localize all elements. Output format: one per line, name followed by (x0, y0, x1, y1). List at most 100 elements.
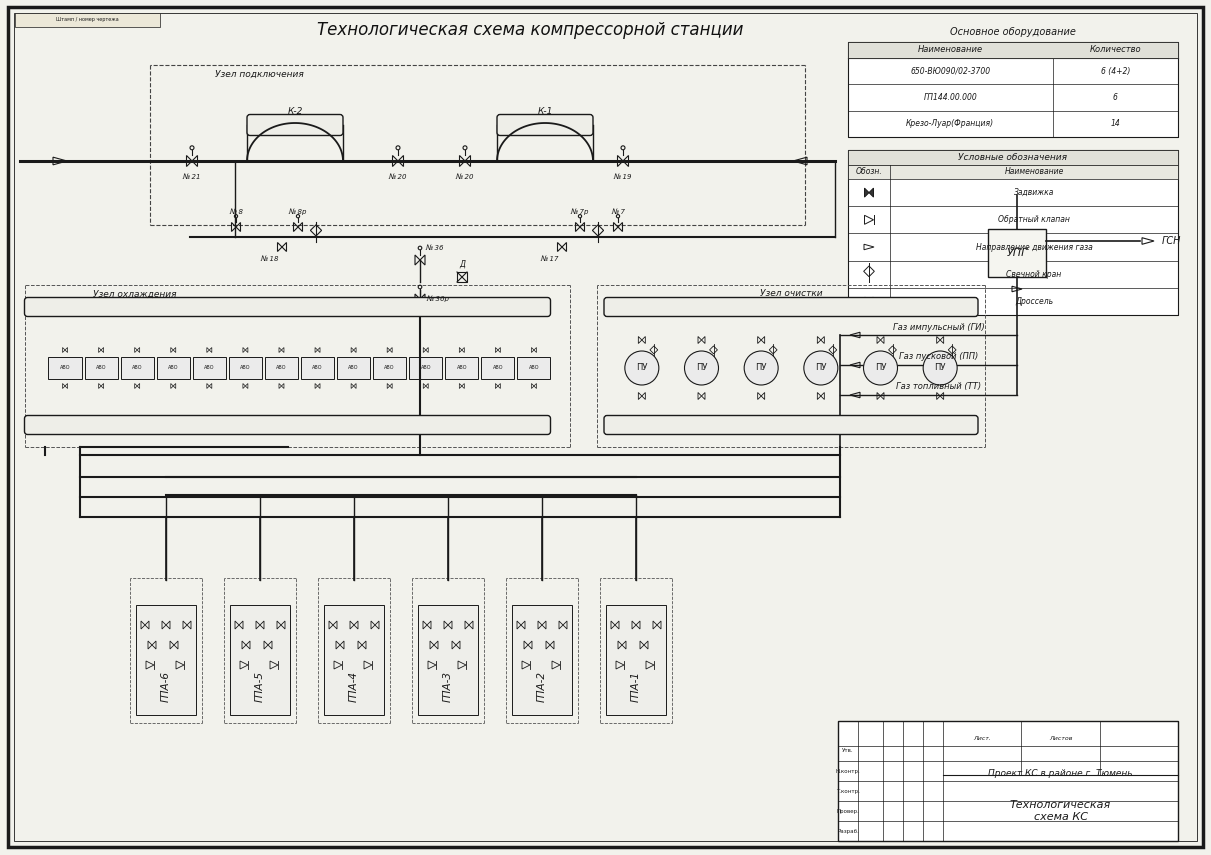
Text: Д: Д (459, 260, 465, 268)
Text: 6 (4+2): 6 (4+2) (1101, 67, 1130, 75)
Text: АВО: АВО (59, 365, 70, 370)
Text: 14: 14 (1110, 120, 1120, 128)
Bar (265, 357, 298, 379)
Text: Утв.: Утв. (842, 748, 854, 753)
Text: Узел очистки: Узел очистки (759, 290, 822, 298)
Text: Штамп / номер чертежа: Штамп / номер чертежа (56, 17, 119, 22)
Bar (848, 150, 1178, 315)
Text: № 7: № 7 (612, 209, 625, 215)
Bar (606, 605, 666, 715)
Text: ГПА-5: ГПА-5 (256, 671, 265, 703)
Text: ГСН: ГСН (1163, 236, 1182, 246)
Text: АВО: АВО (96, 365, 107, 370)
Text: Наименование: Наименование (918, 45, 983, 55)
Bar (85, 357, 117, 379)
Text: Технологическая
схема КС: Технологическая схема КС (1010, 800, 1112, 822)
Text: АВО: АВО (529, 365, 539, 370)
Text: Листов: Листов (1049, 736, 1072, 741)
Text: № 36р: № 36р (426, 296, 449, 303)
Bar (409, 357, 442, 379)
Bar (517, 357, 551, 379)
Text: АВО: АВО (384, 365, 395, 370)
FancyBboxPatch shape (497, 115, 593, 135)
Text: Количество: Количество (1090, 45, 1141, 55)
Circle shape (625, 351, 659, 385)
FancyBboxPatch shape (24, 298, 551, 316)
Text: Газ топливный (ТТ): Газ топливный (ТТ) (896, 382, 981, 392)
Bar (457, 272, 467, 282)
Text: № 8: № 8 (229, 209, 243, 215)
Bar (848, 42, 1178, 58)
Text: Газ пусковой (ПП): Газ пусковой (ПП) (899, 352, 978, 362)
FancyBboxPatch shape (247, 115, 343, 135)
Text: УПГ: УПГ (1006, 248, 1028, 258)
Text: 650-ВЮ090/02-3700: 650-ВЮ090/02-3700 (911, 67, 991, 75)
Text: № 21: № 21 (183, 174, 201, 180)
Circle shape (745, 351, 779, 385)
Bar (229, 357, 262, 379)
Bar (838, 721, 1178, 841)
Text: АВО: АВО (132, 365, 143, 370)
Text: К-2: К-2 (287, 107, 303, 115)
Bar (373, 357, 406, 379)
Bar (848, 165, 1178, 179)
Text: Н.контр.: Н.контр. (836, 769, 860, 774)
Text: ГПА-4: ГПА-4 (349, 671, 358, 703)
Text: № 18: № 18 (260, 256, 280, 262)
Text: Дроссель: Дроссель (1015, 297, 1054, 306)
Text: Т.контр.: Т.контр. (836, 788, 860, 793)
Text: Задвижка: Задвижка (1014, 188, 1055, 198)
Text: ГПА-3: ГПА-3 (443, 671, 453, 703)
Text: Свечной кран: Свечной кран (1006, 269, 1062, 279)
Text: ГПА-1: ГПА-1 (631, 671, 641, 703)
Circle shape (923, 351, 957, 385)
Text: № 36: № 36 (426, 245, 444, 251)
Text: Основное оборудование: Основное оборудование (951, 27, 1075, 37)
FancyBboxPatch shape (604, 416, 978, 434)
Text: Проект КС в районе г. Тюмень: Проект КС в районе г. Тюмень (988, 769, 1132, 777)
Text: АВО: АВО (240, 365, 251, 370)
Text: Направление движения газа: Направление движения газа (976, 243, 1092, 251)
Text: Узел охлаждения: Узел охлаждения (93, 290, 177, 298)
Text: ГПА-6: ГПА-6 (161, 671, 171, 703)
Circle shape (804, 351, 838, 385)
Text: № 17: № 17 (541, 256, 559, 262)
Polygon shape (865, 188, 869, 198)
Text: Узел подключения: Узел подключения (216, 69, 304, 79)
Text: АВО: АВО (493, 365, 503, 370)
Text: АВО: АВО (457, 365, 467, 370)
Text: ПУ: ПУ (756, 363, 767, 373)
Text: 6: 6 (1113, 93, 1118, 102)
Text: АВО: АВО (205, 365, 214, 370)
Text: ПУ: ПУ (815, 363, 827, 373)
Bar (302, 357, 334, 379)
Bar (988, 229, 1046, 277)
Bar (512, 605, 572, 715)
Text: Наименование: Наименование (1004, 168, 1063, 176)
Text: Обратный клапан: Обратный клапан (998, 215, 1071, 224)
Text: ГПА-2: ГПА-2 (536, 671, 547, 703)
FancyBboxPatch shape (24, 416, 551, 434)
Text: № 8р: № 8р (288, 209, 308, 215)
Bar (446, 357, 478, 379)
Text: ПУ: ПУ (696, 363, 707, 373)
Polygon shape (869, 188, 873, 198)
Text: Технологическая схема компрессорной станции: Технологическая схема компрессорной стан… (317, 21, 744, 39)
Bar (848, 42, 1178, 137)
Text: Лист.: Лист. (974, 736, 991, 741)
Bar (418, 605, 478, 715)
Text: АВО: АВО (349, 365, 358, 370)
Bar (848, 150, 1178, 165)
Bar (325, 605, 384, 715)
Circle shape (863, 351, 897, 385)
Text: АВО: АВО (168, 365, 178, 370)
Bar (193, 357, 226, 379)
Text: К-1: К-1 (538, 107, 552, 115)
Bar (481, 357, 515, 379)
Bar (230, 605, 289, 715)
Bar (865, 298, 873, 305)
Bar (15, 13, 160, 27)
Text: № 20: № 20 (455, 174, 475, 180)
Text: АВО: АВО (420, 365, 431, 370)
Bar (337, 357, 371, 379)
